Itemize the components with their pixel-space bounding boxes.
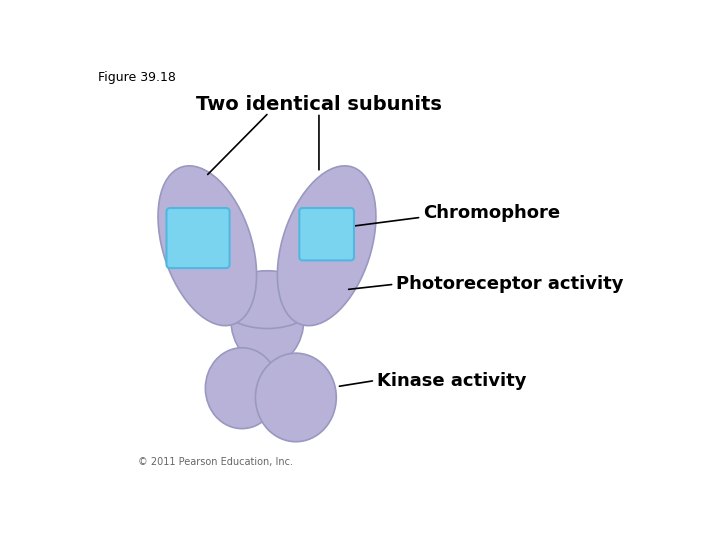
Ellipse shape xyxy=(205,348,279,429)
Text: © 2011 Pearson Education, Inc.: © 2011 Pearson Education, Inc. xyxy=(138,457,293,467)
Text: Chromophore: Chromophore xyxy=(423,204,560,221)
Ellipse shape xyxy=(277,166,376,326)
Ellipse shape xyxy=(231,273,304,365)
Ellipse shape xyxy=(158,166,256,326)
Text: Photoreceptor activity: Photoreceptor activity xyxy=(396,275,624,293)
FancyBboxPatch shape xyxy=(300,208,354,260)
Text: Kinase activity: Kinase activity xyxy=(377,372,526,389)
Text: Two identical subunits: Two identical subunits xyxy=(196,96,442,114)
FancyBboxPatch shape xyxy=(166,208,230,268)
Ellipse shape xyxy=(217,271,318,328)
Text: Figure 39.18: Figure 39.18 xyxy=(98,71,176,84)
Ellipse shape xyxy=(256,353,336,442)
